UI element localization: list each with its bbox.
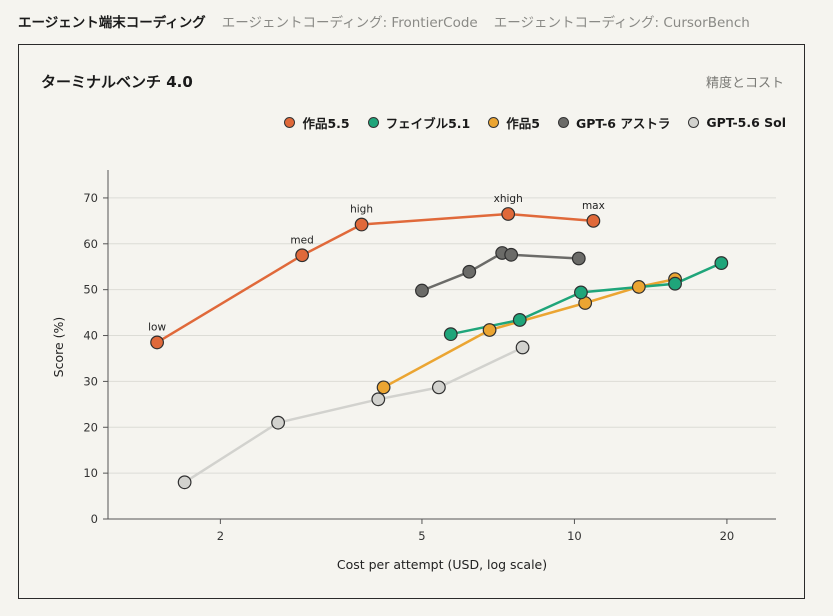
- data-point: [462, 264, 477, 279]
- legend-item-gpt-6-astra[interactable]: GPT-6 アストラ: [557, 113, 671, 132]
- data-point: [512, 313, 527, 327]
- y-tick-label: 40: [83, 329, 98, 343]
- data-point: [150, 335, 164, 350]
- plot-area: 0 10 20 30 40 50 60 70 2 5 10 20 Cost per attempt (U…: [51, 170, 776, 572]
- series-line: [156, 212, 594, 344]
- legend-swatch: [557, 117, 569, 128]
- legend-swatch: [488, 117, 500, 128]
- data-point: [354, 217, 369, 232]
- point-label: high: [350, 204, 373, 216]
- data-point: [504, 247, 519, 262]
- chart-title: ターミナルベンチ 4.0: [41, 73, 193, 91]
- chart-card: ターミナルベンチ 4.0 精度とコスト 作品5.5 フェイブル5.1 作品5 G…: [18, 44, 805, 599]
- data-point: [177, 475, 192, 490]
- legend-label: GPT-5.6 Sol: [706, 115, 786, 130]
- data-point: [443, 327, 458, 342]
- y-tick-label: 50: [83, 283, 98, 297]
- data-point: [271, 415, 285, 430]
- data-point: [295, 248, 310, 263]
- y-tick-label: 30: [83, 374, 98, 388]
- x-axis-label: Cost per attempt (USD, log scale): [337, 557, 547, 572]
- legend-swatch: [367, 117, 379, 128]
- chart-legend: 作品5.5 フェイブル5.1 作品5 GPT-6 アストラ GPT-5.6 So…: [284, 113, 786, 132]
- x-tick-label: 2: [217, 529, 224, 543]
- series-line: [183, 346, 524, 484]
- legend-label: GPT-6 アストラ: [575, 116, 671, 131]
- point-label: max: [582, 200, 605, 212]
- tab-terminal-coding[interactable]: エージェント端末コーディング: [18, 15, 206, 31]
- accuracy-cost-toggle[interactable]: 精度とコスト: [705, 76, 784, 91]
- legend-label: フェイブル5.1: [385, 116, 471, 131]
- data-point: [501, 207, 516, 221]
- data-point: [631, 280, 646, 294]
- data-point: [482, 323, 497, 337]
- x-tick-label: 10: [567, 529, 582, 543]
- y-tick-label: 20: [83, 420, 98, 434]
- legend-item-opus-5-5[interactable]: 作品5.5: [284, 113, 350, 132]
- y-tick-label: 10: [83, 466, 98, 480]
- tab-cursorbench[interactable]: エージェントコーディング: CursorBench: [493, 15, 750, 31]
- legend-item-gpt-5-6-sol[interactable]: GPT-5.6 Sol: [688, 113, 786, 132]
- data-point: [571, 251, 586, 266]
- legend-label: 作品5: [506, 116, 540, 131]
- point-label: low: [148, 321, 166, 333]
- legend-item-fable-5-1[interactable]: フェイブル5.1: [367, 113, 471, 132]
- data-point: [371, 392, 386, 407]
- benchmark-tabs: エージェント端末コーディング エージェントコーディング: FrontierCod…: [18, 11, 750, 31]
- series-line: [383, 277, 676, 389]
- x-tick-label: 5: [418, 529, 425, 543]
- data-point: [431, 380, 446, 395]
- legend-swatch: [284, 117, 296, 128]
- x-tick-label: 20: [720, 529, 735, 543]
- point-label: med: [290, 234, 313, 246]
- tab-frontiercode[interactable]: エージェントコーディング: FrontierCode: [221, 15, 478, 31]
- legend-item-opus-5[interactable]: 作品5: [488, 113, 540, 132]
- y-tick-label: 70: [83, 191, 98, 205]
- point-label: xhigh: [494, 193, 523, 205]
- data-point: [515, 340, 530, 355]
- data-point: [415, 283, 429, 298]
- data-point: [586, 213, 601, 228]
- data-point: [376, 380, 391, 395]
- y-tick-label: 0: [91, 512, 98, 526]
- legend-swatch: [688, 117, 700, 128]
- data-point: [574, 285, 588, 300]
- y-tick-label: 60: [83, 237, 98, 251]
- data-point: [714, 256, 729, 270]
- legend-label: 作品5.5: [302, 116, 350, 131]
- y-axis-label: Score (%): [51, 317, 66, 378]
- data-point: [668, 276, 682, 291]
